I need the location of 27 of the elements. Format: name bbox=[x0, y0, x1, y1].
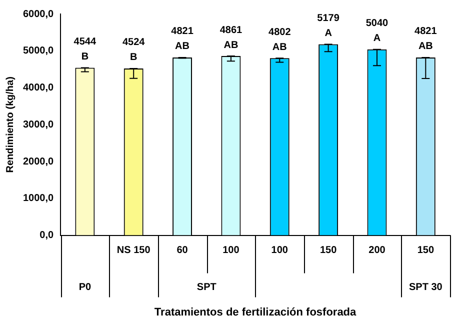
data-label: 5179 A bbox=[317, 13, 340, 40]
x-tick-label: 150 bbox=[320, 245, 338, 256]
x-tick-label: 200 bbox=[368, 245, 386, 256]
y-tick-label: 4000,0 bbox=[22, 82, 54, 94]
y-tick-label: 5000,0 bbox=[22, 46, 54, 57]
y-tick-label: 3000,0 bbox=[22, 119, 54, 130]
x-tick-label: 60 bbox=[176, 245, 188, 256]
y-tick-label: 6000,0 bbox=[22, 8, 54, 20]
x-tick-label: NS 150 bbox=[116, 245, 151, 256]
x-tick-label: 150 bbox=[417, 245, 434, 256]
text: SPT bbox=[196, 282, 216, 294]
data-label: 4861 AB bbox=[220, 24, 243, 51]
y-axis-title: Rendimiento (kg/ha) bbox=[4, 76, 16, 173]
y-tick-label: 0,0 bbox=[40, 230, 54, 242]
data-label: 4544 B bbox=[74, 36, 96, 62]
data-label: 4802 AB bbox=[268, 26, 292, 53]
data-label: 4524 B bbox=[122, 37, 146, 64]
x-axis-title: Tratamientos de fertilización fosforada bbox=[154, 306, 358, 318]
data-label: 5040 A bbox=[366, 18, 389, 44]
text: P0 bbox=[78, 282, 92, 294]
text: SPT 30 bbox=[408, 282, 443, 294]
x-tick-label: 100 bbox=[222, 245, 240, 256]
data-label: 4821 AB bbox=[414, 26, 438, 52]
y-tick-label: 1000,0 bbox=[22, 193, 54, 204]
y-tick-label: 2000,0 bbox=[22, 156, 54, 168]
x-tick-label: 100 bbox=[271, 245, 288, 256]
data-label: 4821 AB bbox=[171, 26, 194, 52]
